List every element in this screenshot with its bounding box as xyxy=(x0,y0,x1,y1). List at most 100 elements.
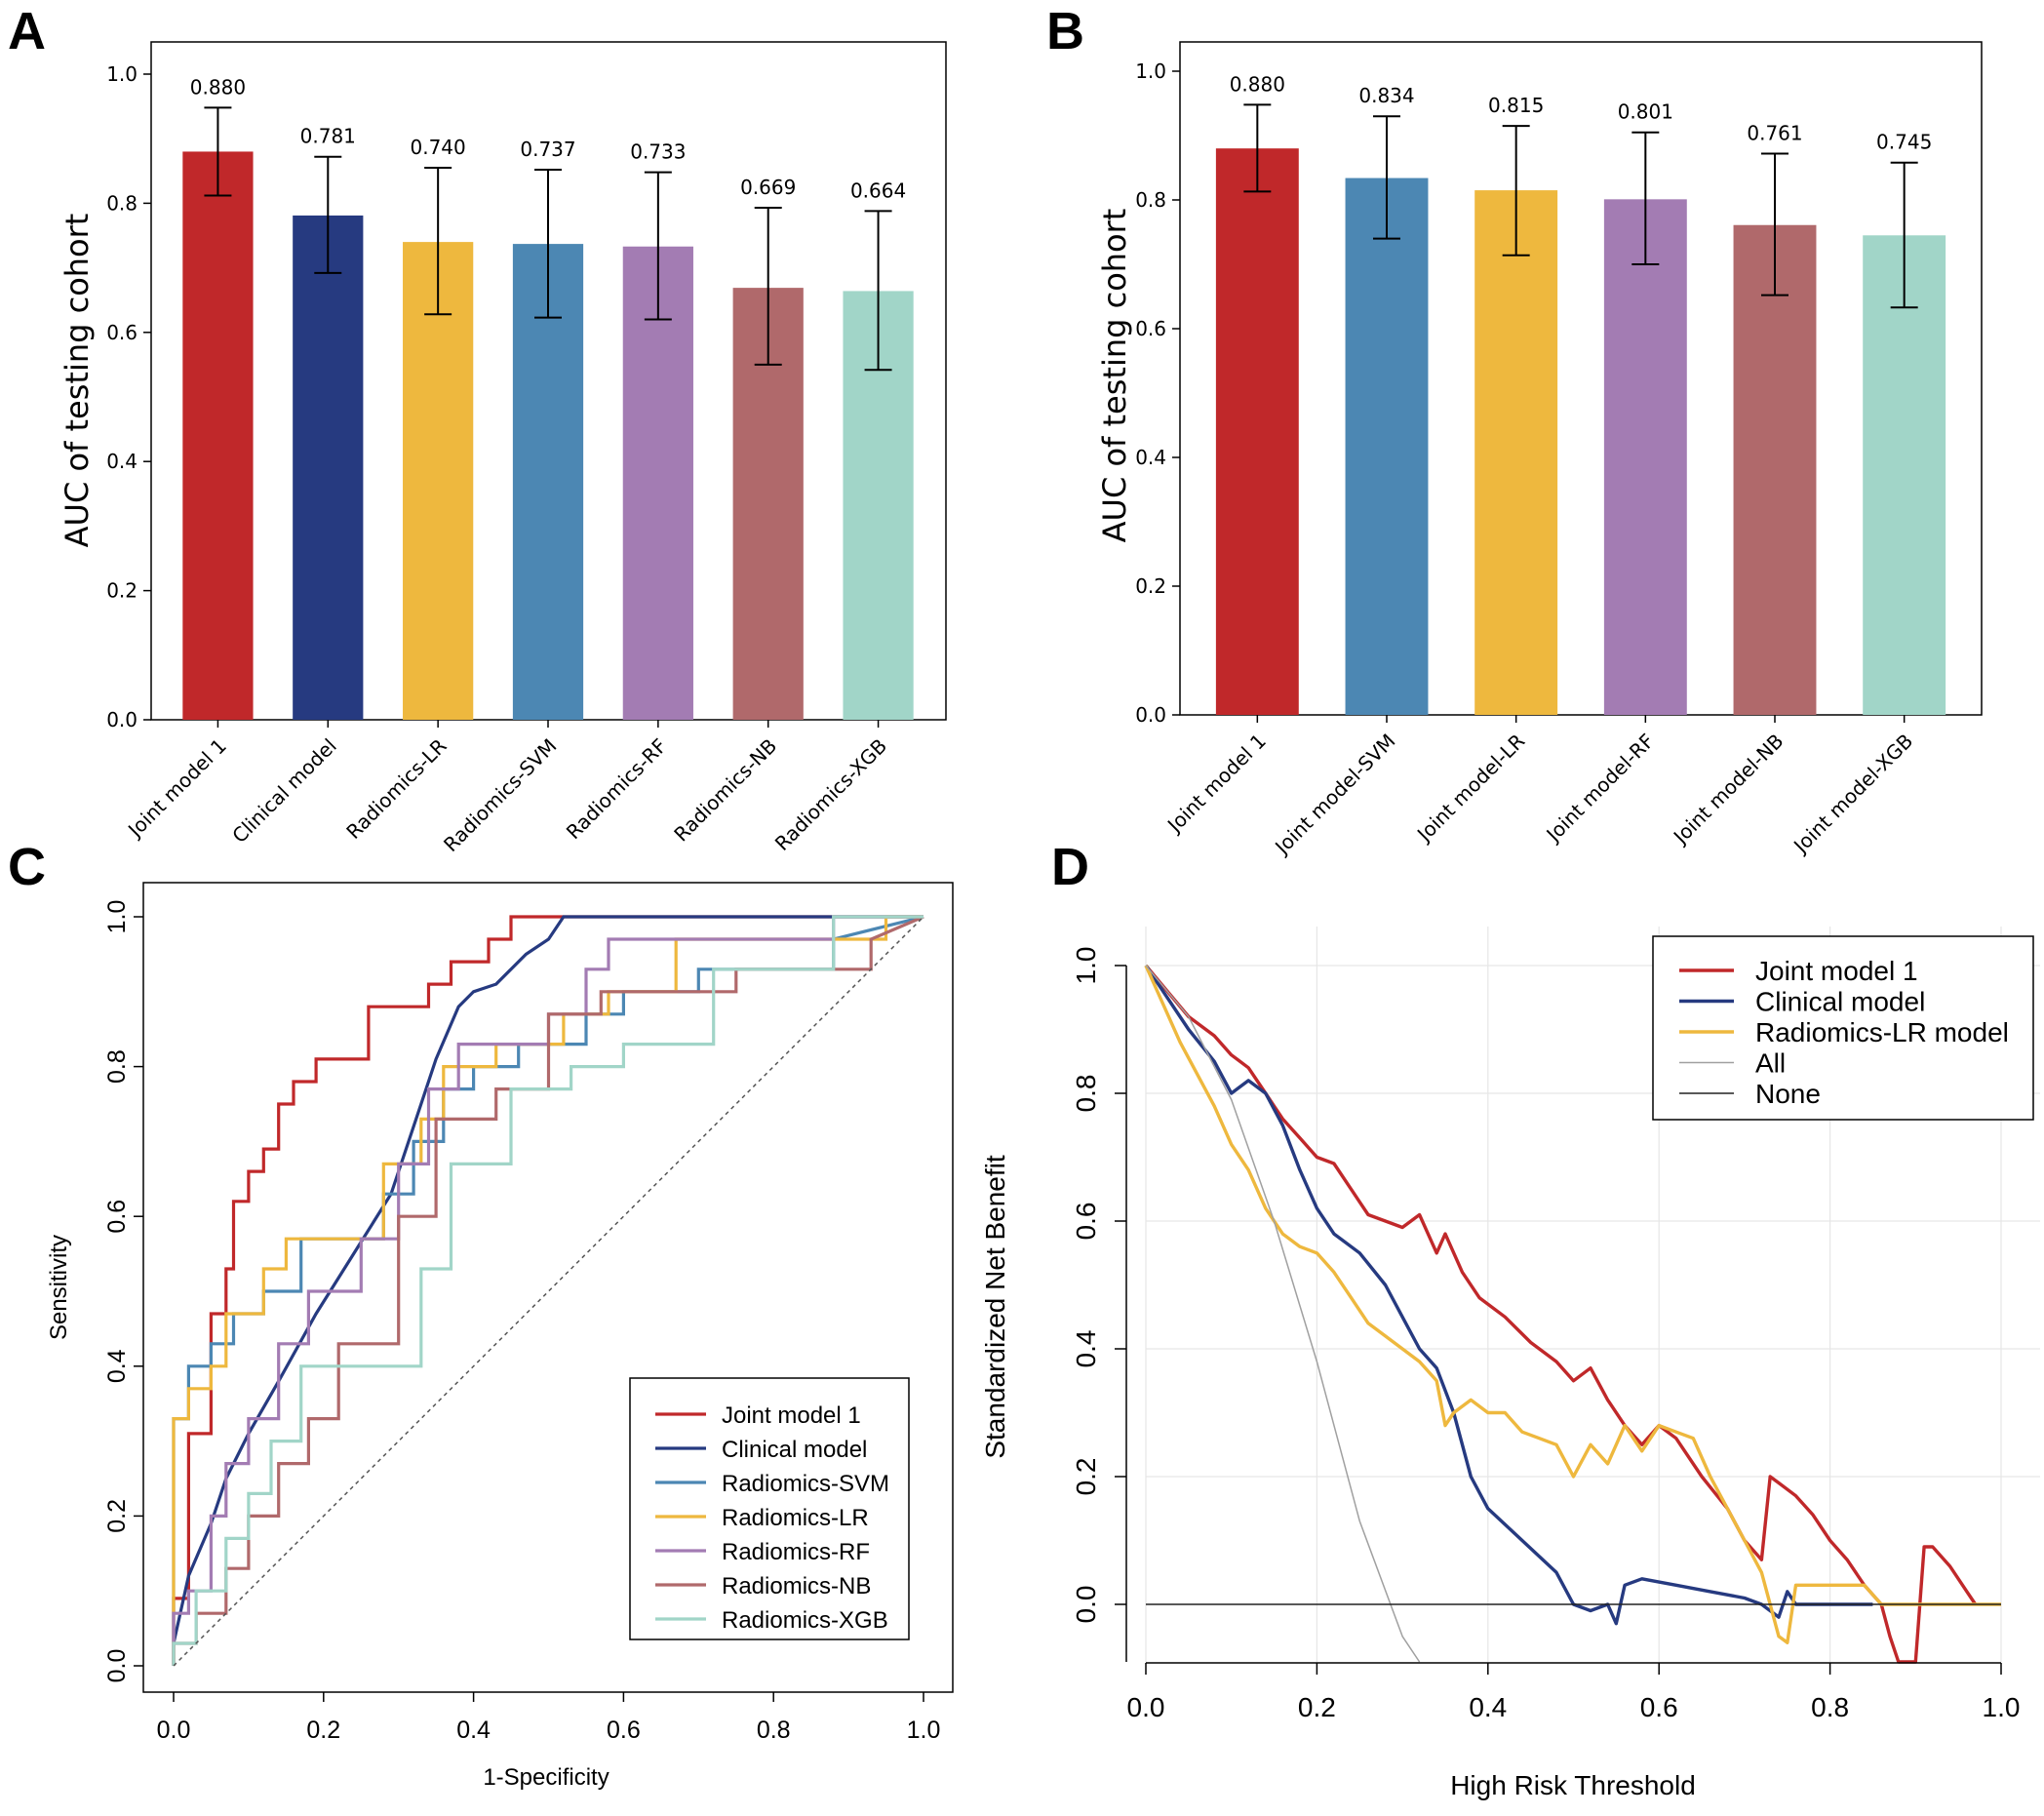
panel-c-y-tick-label: 1.0 xyxy=(103,900,131,934)
b-x-tick-label-joint-model-svm: Joint model-SVM xyxy=(1269,730,1399,860)
panel-d-y-tick-label: 1.0 xyxy=(1071,947,1101,985)
a-y-tick-label: 0.2 xyxy=(106,579,138,603)
panel-c-legend-label-radiomics-rf: Radiomics-RF xyxy=(722,1539,870,1565)
a-x-tick-label-joint-model-1: Joint model 1 xyxy=(122,734,231,844)
a-y-tick-label: 1.0 xyxy=(106,62,138,86)
a-y-tick-label: 0.6 xyxy=(106,321,138,344)
panel-d-legend-label-clinical-model: Clinical model xyxy=(1755,987,1925,1017)
panel-d-x-tick-label: 0.2 xyxy=(1298,1692,1336,1722)
panel-c-y-tick-label: 0.4 xyxy=(103,1349,131,1383)
a-bar-radiomics-svm xyxy=(512,244,584,720)
panel-c-x-tick-label: 0.2 xyxy=(306,1717,340,1744)
panel-letter-d: D xyxy=(1051,838,1089,896)
b-value-label-joint-model-1: 0.880 xyxy=(1230,72,1285,96)
panel-c-roc-line-reference xyxy=(173,916,924,1667)
panel-d-y-axis-title: Standardized Net Benefit xyxy=(980,1155,1010,1459)
panel-c-y-tick-label: 0.2 xyxy=(103,1499,131,1533)
panel-d-y-tick-label: 0.8 xyxy=(1071,1075,1101,1113)
a-x-tick-label-radiomics-xgb: Radiomics-XGB xyxy=(770,734,891,855)
panel-b-plot-frame xyxy=(1179,41,1983,716)
panel-b-bar-chart: 0.880 0.834 0.815 0.801 0.761 0.745 0.0 0.2 0.4… xyxy=(1096,41,1983,860)
panel-c-x-tick-label: 0.4 xyxy=(456,1717,491,1744)
panel-d-line-all xyxy=(1145,965,1421,1663)
b-bar-joint-model-svm xyxy=(1345,178,1429,715)
panel-d-line-radiomics-lr-model xyxy=(1144,965,2001,1645)
a-bar-radiomics-lr xyxy=(403,242,474,720)
panel-b-y-axis-title: AUC of testing cohort xyxy=(1096,209,1133,543)
b-y-tick-label: 0.8 xyxy=(1135,188,1166,212)
b-x-tick-label-joint-model-lr: Joint model-LR xyxy=(1411,730,1529,848)
panel-c-y-axis-title: Sensitivity xyxy=(46,1235,72,1340)
a-bar-radiomics-rf xyxy=(622,246,693,720)
panel-letter-a: A xyxy=(8,2,46,60)
panel-c-roc-line-radiomics-rf xyxy=(172,915,924,1666)
panel-c-y-tick-label: 0.0 xyxy=(103,1649,131,1683)
panel-d-legend-label-radiomics-lr-model: Radiomics-LR model xyxy=(1755,1017,2009,1047)
panel-d-legend-box xyxy=(1652,935,2034,1121)
panel-d-line-joint-model-1 xyxy=(1144,964,1978,1664)
a-value-label-radiomics-lr: 0.740 xyxy=(411,136,466,159)
a-y-tick-label: 0.4 xyxy=(106,450,138,473)
b-y-tick-label: 1.0 xyxy=(1135,59,1166,83)
panel-c-legend-label-radiomics-lr: Radiomics-LR xyxy=(722,1505,869,1531)
panel-d-legend-label-none: None xyxy=(1755,1079,1821,1109)
b-bar-joint-model-xgb xyxy=(1863,235,1946,716)
panel-d-dca-chart: 0.0 0.2 0.4 0.6 0.8 1.0 0.0 0.2 0.4 0.6 0.8 1.0 Hi… xyxy=(980,927,2040,1800)
a-value-label-radiomics-nb: 0.669 xyxy=(740,176,796,199)
b-value-label-joint-model-xgb: 0.745 xyxy=(1876,131,1932,154)
panel-c-legend-label-radiomics-nb: Radiomics-NB xyxy=(722,1573,871,1599)
b-x-tick-label-joint-model-xgb: Joint model-XGB xyxy=(1788,730,1917,859)
panel-c-legend-label-clinical-model: Clinical model xyxy=(722,1437,867,1463)
panel-d-x-tick-label: 0.6 xyxy=(1640,1692,1678,1722)
a-value-label-clinical-model: 0.781 xyxy=(300,125,356,148)
a-x-tick-label-radiomics-lr: Radiomics-LR xyxy=(341,733,451,843)
b-x-tick-label-joint-model-1: Joint model 1 xyxy=(1161,730,1271,839)
panel-letter-b: B xyxy=(1046,2,1084,60)
panel-d-legend-label-all: All xyxy=(1755,1048,1786,1079)
b-value-label-joint-model-lr: 0.815 xyxy=(1488,94,1544,117)
b-y-tick-label: 0.6 xyxy=(1135,317,1166,340)
panel-c-x-tick-label: 0.8 xyxy=(757,1717,791,1744)
panel-c-y-tick-label: 0.8 xyxy=(103,1049,131,1084)
panel-c-legend-label-joint-model-1: Joint model 1 xyxy=(722,1402,861,1429)
panel-c-y-tick-label: 0.6 xyxy=(103,1200,131,1234)
panel-d-x-tick-label: 0.8 xyxy=(1811,1692,1849,1722)
a-x-tick-label-radiomics-svm: Radiomics-SVM xyxy=(439,734,562,857)
panel-c-roc-line-clinical-model xyxy=(172,915,924,1644)
a-bar-joint-model-1 xyxy=(182,151,254,720)
b-bar-joint-model-1 xyxy=(1215,148,1299,715)
panel-d-x-tick-label: 0.0 xyxy=(1127,1692,1165,1722)
panel-d-y-tick-label: 0.0 xyxy=(1071,1586,1101,1624)
panel-c-x-tick-label: 0.0 xyxy=(157,1717,191,1744)
panel-c-roc-chart: 0.0 0.2 0.4 0.6 0.8 1.0 0.0 0.2 0.4 0.6 0.8 1.0 1-… xyxy=(46,882,954,1791)
panel-d-x-tick-label: 1.0 xyxy=(1983,1692,2021,1722)
panel-d-y-tick-label: 0.2 xyxy=(1071,1458,1101,1496)
panel-c-roc-line-radiomics-xgb xyxy=(172,915,924,1666)
panel-a-y-axis-title: AUC of testing cohort xyxy=(59,214,96,548)
b-value-label-joint-model-svm: 0.834 xyxy=(1358,84,1414,107)
panel-d-y-tick-label: 0.4 xyxy=(1071,1330,1101,1368)
a-value-label-radiomics-svm: 0.737 xyxy=(520,138,575,161)
b-value-label-joint-model-rf: 0.801 xyxy=(1618,100,1673,124)
a-x-tick-label-radiomics-rf: Radiomics-RF xyxy=(562,734,672,845)
b-x-tick-label-joint-model-nb: Joint model-NB xyxy=(1668,730,1788,850)
panel-c-legend-box xyxy=(629,1377,910,1640)
panel-d-x-axis-title: High Risk Threshold xyxy=(1450,1770,1696,1800)
a-y-tick-label: 0.8 xyxy=(106,191,138,215)
panel-d-y-tick-label: 0.6 xyxy=(1071,1203,1101,1241)
b-y-tick-label: 0.0 xyxy=(1135,703,1166,727)
b-value-label-joint-model-nb: 0.761 xyxy=(1747,121,1802,144)
panel-letter-c: C xyxy=(8,838,46,896)
panel-c-x-axis-title: 1-Specificity xyxy=(483,1764,609,1791)
b-y-tick-label: 0.4 xyxy=(1135,446,1166,469)
a-bar-clinical-model xyxy=(293,215,364,720)
panel-c-legend-label-radiomics-svm: Radiomics-SVM xyxy=(722,1471,889,1497)
b-y-tick-label: 0.2 xyxy=(1135,574,1166,598)
b-bar-joint-model-rf xyxy=(1603,199,1687,716)
b-bar-joint-model-nb xyxy=(1733,224,1817,716)
panel-c-roc-line-joint-model-1 xyxy=(172,915,924,1666)
panel-c-x-tick-label: 0.6 xyxy=(607,1717,641,1744)
panel-d-line-clinical-model xyxy=(1144,965,1873,1626)
panel-c-legend-label-radiomics-xgb: Radiomics-XGB xyxy=(722,1607,888,1634)
a-x-tick-label-radiomics-nb: Radiomics-NB xyxy=(669,734,781,847)
